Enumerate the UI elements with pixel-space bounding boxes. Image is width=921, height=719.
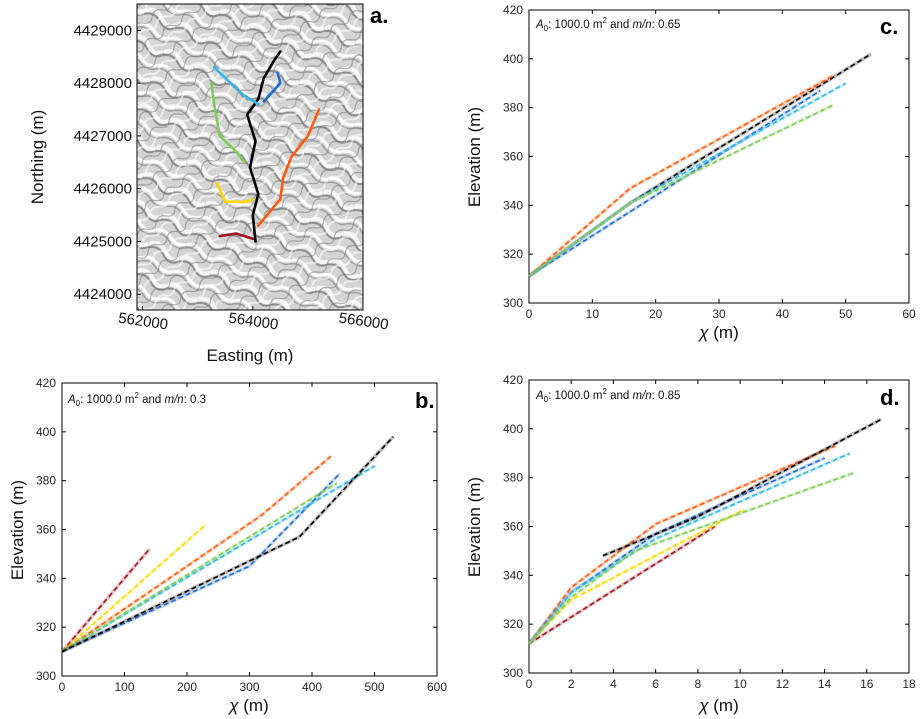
panel-d-series-5: [528, 472, 855, 645]
panel-c-xlabel: χ (m): [697, 323, 739, 342]
panel-a-channel-2: [212, 66, 260, 106]
panel-d-xtick-label: 12: [776, 677, 790, 691]
panel-b-annotation: A0: 1000.0 m2 and m/n: 0.3: [67, 391, 206, 408]
panel-a-ytick-label: 4424000: [74, 286, 132, 303]
panel-c-ytick-label: 300: [503, 296, 523, 310]
panel-c-ytick-label: 380: [503, 101, 523, 115]
panel-a-ytick-label: 4425000: [74, 233, 132, 250]
panel-a-xlabel: Easting (m): [207, 346, 294, 365]
panel-b-xtick-label: 0: [59, 680, 66, 694]
panel-b-profile-1: [60, 523, 207, 653]
panel-c-xtick-label: 30: [712, 307, 726, 321]
panel-b-series-5: [61, 482, 338, 653]
panel-c-series-4: [528, 104, 834, 277]
panel-a-ylabel: Northing (m): [28, 110, 47, 204]
panel-d-xtick-label: 8: [695, 677, 702, 691]
panel-b-xtick-label: 300: [239, 680, 259, 694]
panel-d-series-6: [602, 418, 882, 557]
panel-c-chart: 0 10 20 30 40 50 60 300 320 340 360 380 400 420 A0: 1…: [465, 3, 916, 342]
panel-c-ytick-label: 360: [503, 150, 523, 164]
panel-d-ytick-label: 340: [503, 568, 523, 582]
panel-c-xtick-label: 10: [586, 307, 600, 321]
panel-a-channel-0: [245, 50, 282, 243]
panel-a-channel-6: [218, 232, 255, 241]
panel-d-ylabel: Elevation (m): [465, 477, 484, 577]
panel-a-xtick-label: 562000: [117, 310, 169, 334]
panel-a-map: 4424000 4425000 4426000 4427000 4428000 44290…: [28, 3, 390, 365]
panel-d-xtick-label: 10: [733, 677, 747, 691]
panel-b-ytick-label: 400: [36, 425, 56, 439]
panel-a-xtick-label: 564000: [227, 310, 279, 334]
panel-c-ytick-label: 420: [503, 3, 523, 17]
panel-b-xtick-label: 400: [302, 680, 322, 694]
panel-d-xtick-label: 4: [610, 677, 617, 691]
panel-c-series-1: [528, 75, 834, 277]
panel-d-xtick-label: 2: [568, 677, 575, 691]
panel-b-ylabel: Elevation (m): [8, 480, 27, 580]
panel-b-letter: b.: [415, 388, 435, 413]
panel-b-xtick-label: 100: [114, 680, 134, 694]
panel-d-ytick-label: 420: [503, 373, 523, 387]
panel-b-xtick-label: 500: [364, 680, 384, 694]
panel-d-ytick-label: 320: [503, 617, 523, 631]
panel-b-ytick-label: 420: [36, 376, 56, 390]
panel-b-series-4: [61, 465, 375, 653]
panel-a-ytick-label: 4426000: [74, 181, 132, 198]
panel-c-letter: c.: [880, 14, 898, 39]
panel-c-annotation: A0: 1000.0 m2 and m/n: 0.65: [535, 16, 680, 33]
panel-d-xtick-label: 16: [860, 677, 874, 691]
panel-a-channel-4: [210, 81, 246, 164]
panel-d-chart: 0 2 4 6 8 10 12 14 16 18 300 320 340 360 380 400 420 A0:…: [465, 373, 916, 715]
panel-d-ytick-label: 400: [503, 422, 523, 436]
panel-d-ytick-label: 360: [503, 520, 523, 534]
panel-d-xtick-label: 0: [526, 677, 533, 691]
panel-b-ytick-label: 300: [36, 669, 56, 683]
panel-b-ytick-label: 360: [36, 523, 56, 537]
panel-d-xtick-label: 18: [902, 677, 916, 691]
panel-c-ylabel: Elevation (m): [465, 107, 484, 207]
panel-c-xtick-label: 50: [839, 307, 853, 321]
panel-b-ytick-label: 320: [36, 620, 56, 634]
panel-c-ytick-label: 400: [503, 52, 523, 66]
panel-a-channel-5: [215, 182, 255, 204]
panel-b-xlabel: χ (m): [227, 696, 269, 715]
panel-c-xtick-label: 20: [649, 307, 663, 321]
panel-b-series-0: [61, 548, 151, 653]
panel-a-letter: a.: [370, 3, 388, 28]
panel-c-ytick-label: 320: [503, 247, 523, 261]
panel-d-annotation: A0: 1000.0 m2 and m/n: 0.85: [535, 387, 680, 404]
panel-a-xtick-label: 566000: [338, 310, 390, 334]
panel-d-xtick-label: 14: [818, 677, 832, 691]
panel-c-xtick-label: 40: [776, 307, 790, 321]
panel-a-ytick-label: 4428000: [74, 75, 132, 92]
panel-d-ytick-label: 300: [503, 666, 523, 680]
panel-b-chart: 0 100 200 300 400 500 600 300 320 340 360 380 400 420…: [8, 376, 447, 715]
panel-b-ytick-label: 380: [36, 474, 56, 488]
panel-b-series-2: [61, 455, 332, 653]
panel-d-xtick-label: 6: [652, 677, 659, 691]
panel-a-ytick-label: 4429000: [74, 22, 132, 39]
panel-d-series-2: [528, 445, 836, 645]
panel-c-ytick-label: 340: [503, 198, 523, 212]
panel-a-channel-1: [256, 108, 321, 227]
panel-b-series-6: [61, 436, 394, 653]
panel-d-ytick-label: 380: [503, 471, 523, 485]
panel-b-ytick-label: 340: [36, 571, 56, 585]
panel-c-xtick-label: 60: [902, 307, 916, 321]
panel-a-channel-3: [262, 71, 282, 103]
panel-c-xtick-label: 0: [526, 307, 533, 321]
panel-d-xlabel: χ (m): [697, 696, 739, 715]
panel-c-series-2: [528, 89, 821, 277]
panel-d-series-0: [528, 525, 716, 645]
panel-b-xtick-label: 200: [177, 680, 197, 694]
panel-b-xtick-label: 600: [427, 680, 447, 694]
panel-a-ytick-label: 4427000: [74, 128, 132, 145]
panel-d-letter: d.: [880, 385, 900, 410]
